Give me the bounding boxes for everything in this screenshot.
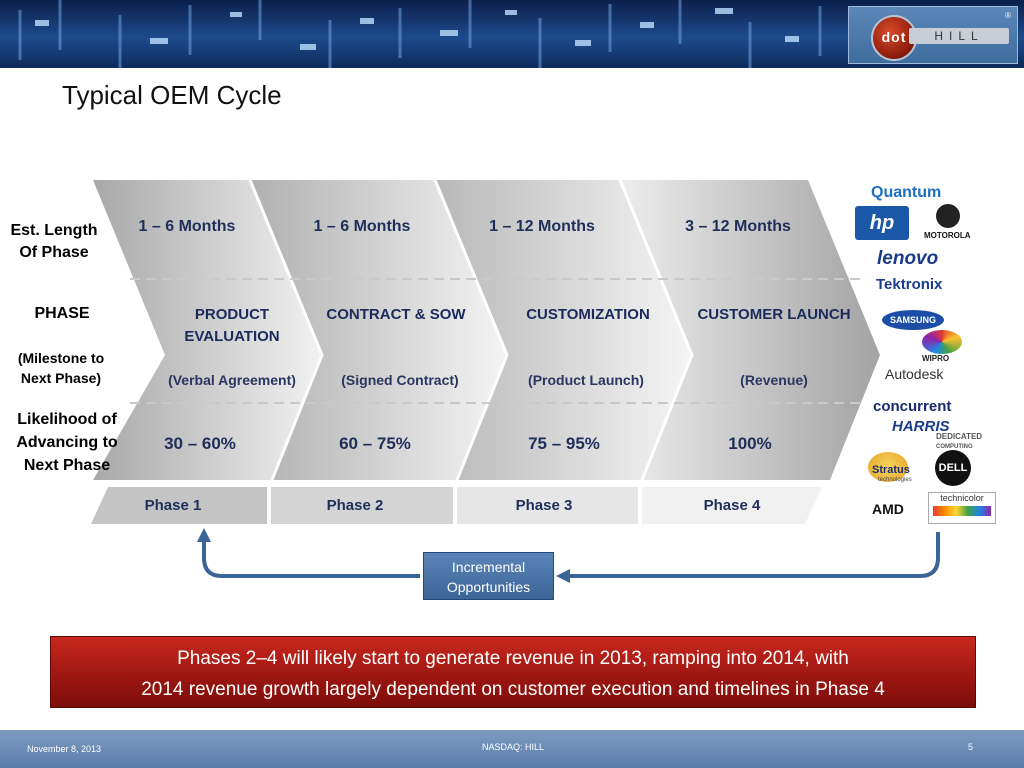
phase-1-likelihood: 30 – 60% [164,434,236,453]
stratus-logo: Stratus [872,464,910,476]
phase-4-name: CUSTOMER LAUNCH [697,306,851,323]
incremental-arrow-left [202,540,420,578]
dedicated-computing-logo: DEDICATED COMPUTING [936,432,982,450]
dot-hill-logo: dot HILL ® [848,6,1018,64]
header-banner: dot HILL ® [0,0,1024,68]
phase-1-length: 1 – 6 Months [138,218,236,235]
footer-bar: November 8, 2013 NASDAQ: HILL 5 [0,730,1024,768]
quantum-logo: Quantum [871,184,942,201]
phase-bar-2 [271,487,453,524]
phase-2-milestone: (Signed Contract) [341,372,459,388]
technicolor-logo: technicolor [928,492,996,524]
footer-page-number: 5 [968,742,974,752]
phase-2-label: Phase 2 [326,497,384,514]
row-label-phase: PHASE [34,305,90,322]
phase-3-likelihood: 75 – 95% [528,434,600,453]
phase-1-label: Phase 1 [144,497,202,514]
chevron-phase-1 [93,180,322,480]
amd-logo: AMD [872,501,904,517]
phase-3-milestone: (Product Launch) [528,372,644,388]
arrow-up-icon [197,528,211,542]
phase-3-label: Phase 3 [515,497,573,514]
chevron-phase-4 [620,180,880,480]
autodesk-logo: Autodesk [885,366,944,382]
arrow-left-icon [556,569,570,583]
stratus-sub-text: technologies [878,477,912,483]
samsung-logo: SAMSUNG [882,310,944,330]
row-label-est-length: Est. Length Of Phase [10,222,98,261]
circuit-board-pattern [18,0,822,68]
phase-4-likelihood: 100% [728,434,772,453]
phase-bar-3 [457,487,638,524]
chevron-phase-2 [250,180,507,480]
phase-bar-4 [642,487,822,524]
dedicated-sub-text: COMPUTING [936,444,973,450]
registered-mark: ® [1005,11,1011,20]
concurrent-logo: concurrent [873,398,952,415]
phase-3-length: 1 – 12 Months [489,218,595,235]
lenovo-logo: lenovo [877,248,939,269]
motorola-logo: MOTOROLA [924,231,971,240]
phase-2-length: 1 – 6 Months [313,218,411,235]
phase-3-name: CUSTOMIZATION [526,306,650,323]
phase-4-milestone: (Revenue) [740,372,808,388]
slide-title: Typical OEM Cycle [62,80,282,110]
phase-1-milestone: (Verbal Agreement) [168,372,296,388]
phase-2-name: CONTRACT & SOW [326,306,466,323]
callout-line-1: Phases 2–4 will likely start to generate… [177,648,849,669]
phase-4-label: Phase 4 [703,497,761,514]
incremental-arrow-right [568,532,940,578]
incremental-opportunities-box: Incremental Opportunities [423,552,554,600]
wipro-logo: WIPRO [922,354,950,363]
logo-hill-wordmark: HILL [909,28,1009,44]
stratus-emblem-icon [868,452,908,482]
hp-logo: hp [855,206,909,240]
technicolor-text: technicolor [940,493,984,503]
phase-bar-1 [91,487,267,524]
phase-2-likelihood: 60 – 75% [339,434,411,453]
footer-ticker: NASDAQ: HILL [482,742,545,752]
callout-line-2: 2014 revenue growth largely dependent on… [141,679,885,700]
tektronix-logo: Tektronix [876,276,943,293]
motorola-emblem-icon [936,204,960,228]
dedicated-text: DEDICATED [936,432,983,441]
phase-4-length: 3 – 12 Months [685,218,791,235]
row-label-likelihood: Likelihood of Advancing to Next Phase [16,411,118,474]
wipro-flower-icon [922,330,962,354]
row-label-milestone: (Milestone to Next Phase) [17,350,105,386]
technicolor-stripe-icon [933,506,991,516]
dell-logo: DELL [935,450,971,486]
harris-logo: HARRIS [892,418,950,435]
customer-logos: Quantum hp MOTOROLA lenovo Tektronix SAM… [855,180,1020,530]
phase-1-name: PRODUCT EVALUATION [184,306,280,345]
footer-date: November 8, 2013 [27,744,102,754]
revenue-callout: Phases 2–4 will likely start to generate… [50,636,976,708]
chevron-phase-3 [435,180,692,480]
